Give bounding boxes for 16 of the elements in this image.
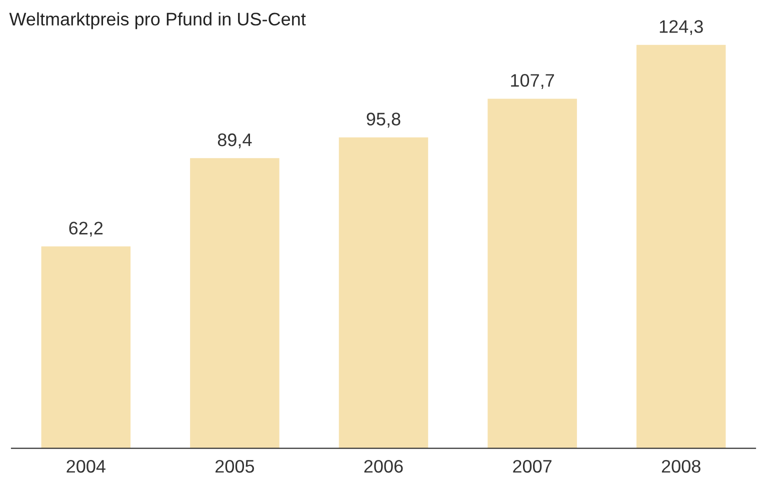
bar — [41, 246, 131, 448]
data-label: 107,7 — [511, 74, 554, 89]
chart-title: Weltmarktpreis pro Pfund in US-Cent — [9, 12, 306, 30]
data-label: 124,3 — [660, 20, 703, 36]
x-tick-label: 2007 — [513, 460, 552, 473]
data-label: 95,8 — [366, 112, 400, 128]
bar — [190, 158, 280, 448]
x-tick-label: 2006 — [364, 460, 403, 473]
bar — [636, 44, 726, 448]
x-tick-label: 2008 — [662, 460, 700, 473]
bar — [488, 98, 577, 448]
x-tick-label: 2004 — [66, 460, 106, 473]
data-label: 62,2 — [69, 222, 103, 237]
data-label: 89,4 — [218, 133, 252, 148]
bar — [338, 137, 428, 448]
x-tick-label: 2005 — [216, 460, 254, 473]
